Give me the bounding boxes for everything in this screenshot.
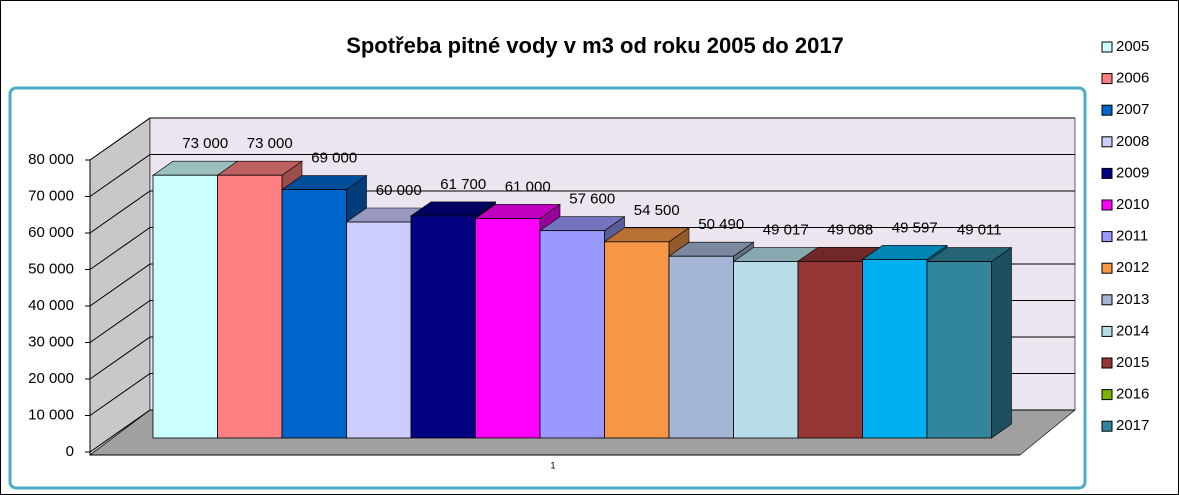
x-tick-label: 1 — [550, 460, 555, 470]
y-tick-label: 0 — [66, 443, 74, 460]
grid-line — [89, 227, 1075, 270]
data-label: 50 490 — [698, 216, 744, 233]
chart-title: Spotřeba pitné vody v m3 od roku 2005 do… — [346, 33, 844, 58]
legend-swatch — [1101, 325, 1113, 337]
legend-swatch — [1101, 357, 1113, 369]
plot-border — [8, 86, 1087, 490]
data-label: 49 088 — [827, 221, 873, 238]
data-label: 69 000 — [311, 150, 357, 167]
bar — [733, 261, 799, 439]
data-label: 61 000 — [505, 178, 551, 195]
y-tick-label: 80 000 — [28, 151, 74, 168]
data-label: 49 011 — [957, 222, 1002, 239]
legend-swatch — [1101, 262, 1113, 274]
legend-swatch — [1101, 420, 1113, 432]
grid-line — [89, 117, 1075, 161]
legend-label: 2006 — [1116, 70, 1149, 87]
legend-label: 2017 — [1116, 417, 1149, 434]
data-label: 73 000 — [182, 135, 228, 152]
legend-label: 2016 — [1116, 386, 1149, 403]
bar-side — [991, 246, 1012, 439]
legend-label: 2007 — [1116, 101, 1149, 118]
y-tick-label: 70 000 — [28, 187, 74, 204]
bar — [346, 221, 412, 439]
grid-line — [89, 190, 1075, 234]
legend-swatch — [1101, 136, 1113, 148]
legend-swatch — [1101, 73, 1113, 85]
data-label: 49 017 — [763, 222, 809, 239]
side-wall — [89, 117, 151, 456]
y-tick-label: 50 000 — [28, 260, 74, 277]
legend-swatch — [1101, 167, 1113, 179]
bar — [926, 261, 992, 439]
legend-swatch — [1101, 199, 1113, 211]
y-tick-label: 40 000 — [28, 297, 74, 314]
bar — [475, 217, 541, 439]
legend-label: 2014 — [1116, 322, 1149, 339]
bar — [862, 259, 928, 439]
bar — [604, 241, 670, 439]
legend-swatch — [1101, 104, 1113, 116]
data-label: 73 000 — [247, 135, 293, 152]
grid-line — [89, 154, 1075, 197]
legend-label: 2013 — [1116, 291, 1149, 308]
legend-label: 2005 — [1116, 38, 1149, 55]
legend-swatch — [1101, 41, 1113, 53]
legend-swatch — [1101, 389, 1113, 401]
legend-label: 2012 — [1116, 259, 1149, 276]
bar — [539, 230, 605, 439]
bar — [281, 189, 347, 439]
data-label: 61 700 — [440, 176, 486, 193]
legend-swatch — [1101, 231, 1113, 243]
data-label: 60 000 — [376, 182, 422, 199]
bar — [152, 174, 218, 439]
bar — [410, 215, 476, 439]
bar — [797, 260, 863, 439]
legend-label: 2015 — [1116, 354, 1149, 371]
bar — [668, 255, 734, 439]
data-label: 57 600 — [569, 191, 615, 208]
y-tick-label: 10 000 — [28, 406, 74, 423]
legend-label: 2008 — [1116, 133, 1149, 150]
bar — [217, 174, 283, 439]
y-tick-label: 20 000 — [28, 370, 74, 387]
legend-label: 2011 — [1116, 228, 1148, 245]
legend-label: 2009 — [1116, 164, 1149, 181]
y-tick-label: 60 000 — [28, 224, 74, 241]
data-label: 49 597 — [892, 219, 938, 236]
legend-swatch — [1101, 294, 1113, 306]
y-tick-label: 30 000 — [28, 333, 74, 350]
data-label: 54 500 — [634, 202, 680, 219]
legend-label: 2010 — [1116, 196, 1149, 213]
